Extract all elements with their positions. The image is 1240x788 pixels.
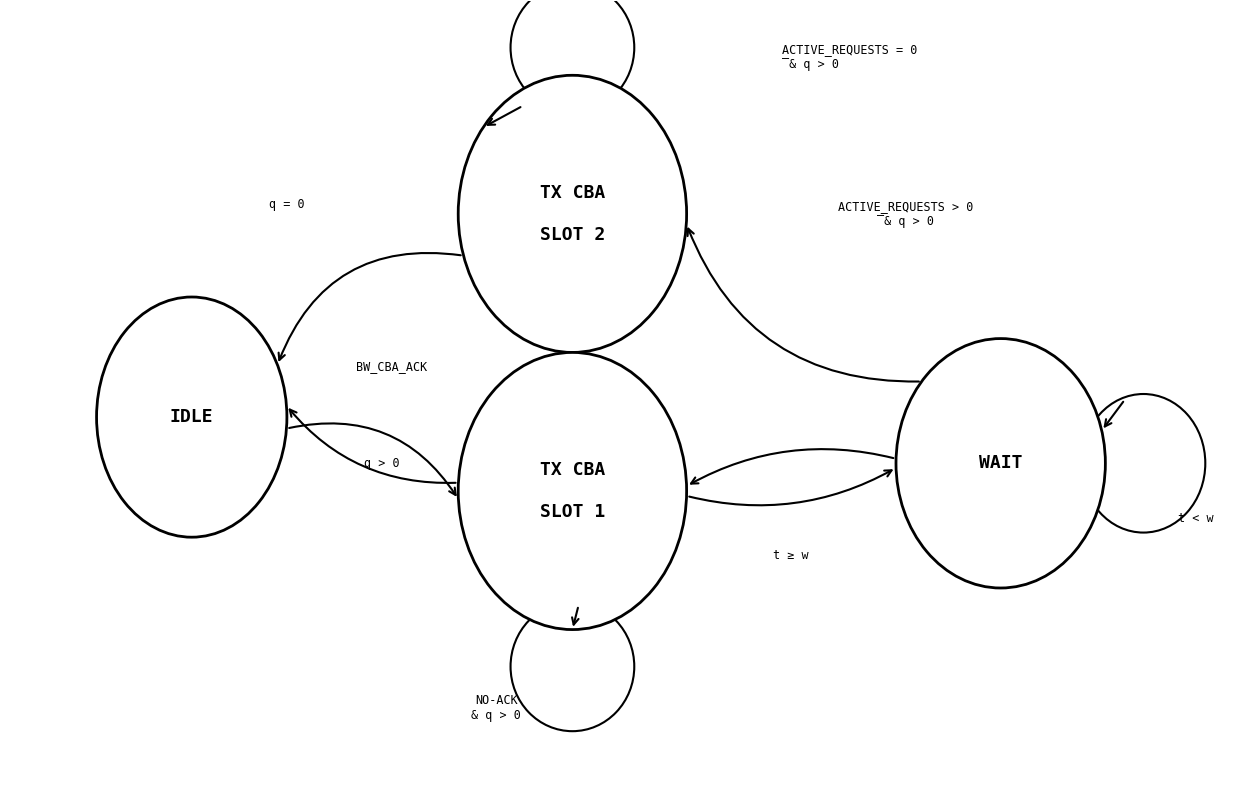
Text: ACTIVE_REQUESTS = 0
̅& q > 0: ACTIVE_REQUESTS = 0 ̅& q > 0 bbox=[781, 43, 918, 71]
Text: BW_CBA_ACK: BW_CBA_ACK bbox=[356, 360, 428, 373]
Ellipse shape bbox=[511, 602, 635, 731]
Text: q > 0: q > 0 bbox=[365, 457, 399, 470]
Ellipse shape bbox=[511, 0, 635, 112]
Text: t < w: t < w bbox=[1178, 512, 1214, 526]
Text: t ≥ w: t ≥ w bbox=[774, 549, 810, 562]
Ellipse shape bbox=[897, 339, 1105, 588]
Ellipse shape bbox=[97, 297, 286, 537]
Text: q = 0: q = 0 bbox=[269, 198, 305, 211]
Text: ACTIVE_REQUESTS > 0
̅& q > 0: ACTIVE_REQUESTS > 0 ̅& q > 0 bbox=[838, 200, 973, 228]
Text: WAIT: WAIT bbox=[978, 455, 1023, 472]
Ellipse shape bbox=[459, 76, 687, 352]
Ellipse shape bbox=[459, 352, 687, 630]
Text: IDLE: IDLE bbox=[170, 408, 213, 426]
Ellipse shape bbox=[1081, 394, 1205, 533]
Text: TX CBA

SLOT 1: TX CBA SLOT 1 bbox=[539, 461, 605, 521]
Text: NO-ACK
& q > 0: NO-ACK & q > 0 bbox=[471, 694, 521, 722]
Text: TX CBA

SLOT 2: TX CBA SLOT 2 bbox=[539, 184, 605, 243]
